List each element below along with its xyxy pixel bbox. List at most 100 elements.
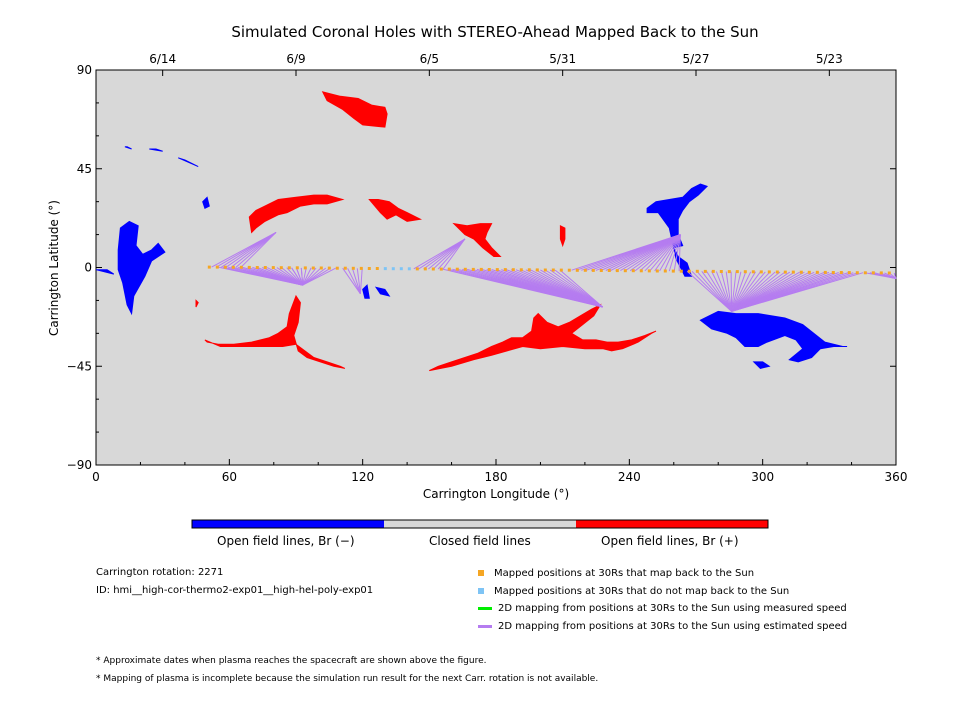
mapped-point-79: [839, 271, 843, 274]
mapped-point-40: [527, 268, 531, 272]
mapping-line-94: [678, 234, 681, 272]
mapping-line-110: [731, 271, 761, 312]
legend-label-estimated: 2D mapping from positions at 30Rs to the…: [498, 620, 848, 632]
mapped-point-28: [431, 267, 435, 271]
legend-item-estimated: 2D mapping from positions at 30Rs to the…: [478, 619, 847, 633]
mapping-line-28: [302, 267, 307, 286]
coronal-hole-negative-3: [124, 146, 132, 150]
colorbar-label-positive: Open field lines, Br (+): [601, 534, 739, 548]
x-tick-label-120: 120: [351, 470, 374, 484]
mapping-line-39: [359, 268, 363, 294]
mapping-line-93: [673, 234, 681, 272]
mapped-point-49: [599, 269, 603, 272]
mapped-point-45: [567, 268, 571, 272]
mapped-point-9: [279, 266, 283, 270]
coronal-hole-negative-7: [374, 286, 391, 297]
x-tick-label-60: 60: [222, 470, 237, 484]
mapped-point-38: [511, 268, 515, 272]
mapped-point-12: [303, 266, 307, 270]
mapping-line-112: [731, 271, 771, 312]
mapped-point-76: [815, 270, 819, 274]
mapped-point-31: [455, 267, 459, 271]
mapping-line-34: [302, 267, 336, 286]
mapped-point-13: [311, 266, 315, 270]
mapped-point-53: [631, 269, 635, 273]
mapped-point-82: [863, 271, 867, 275]
mapped-point-21: [375, 267, 379, 270]
mapping-line-42: [423, 238, 466, 270]
mapping-line-88: [649, 234, 681, 272]
mapped-point-73: [791, 270, 795, 274]
mapped-point-59: [679, 269, 683, 273]
coronal-hole-negative-6: [362, 284, 370, 299]
mapped-point-not-mapped-23: [391, 267, 395, 271]
mapped-point-26: [415, 267, 419, 271]
mapped-point-74: [799, 270, 803, 274]
mapping-line-30: [302, 267, 317, 286]
mapping-line-103: [725, 271, 733, 312]
mapping-line-89: [654, 234, 681, 272]
mapped-point-43: [551, 268, 555, 272]
coronal-hole-positive-12: [248, 194, 345, 234]
mapped-point-44: [559, 268, 563, 272]
coronal-hole-positive-14: [452, 222, 502, 257]
legend-label-not-mapped: Mapped positions at 30Rs that do not map…: [494, 585, 790, 597]
mapping-line-101: [715, 271, 733, 312]
mapped-point-47: [583, 268, 587, 272]
coronal-hole-positive-18: [429, 303, 657, 372]
mapped-point-not-mapped-22: [383, 267, 387, 271]
mapped-point-27: [423, 267, 427, 271]
mapping-line-108: [731, 271, 752, 312]
mapped-point-81: [855, 271, 859, 275]
mapped-point-7: [263, 266, 267, 269]
top-date-label: 6/5: [420, 52, 439, 66]
x-axis-label: Carrington Longitude (°): [423, 487, 569, 501]
chart-title: Simulated Coronal Holes with STEREO-Ahea…: [231, 23, 758, 41]
top-date-label: 5/23: [816, 52, 843, 66]
mapping-lines-layer: [211, 231, 897, 312]
top-date-label: 6/9: [286, 52, 305, 66]
mapping-line-26: [295, 267, 304, 286]
mapping-line-91: [663, 234, 681, 272]
mapping-line-44: [432, 238, 466, 270]
colorbar-frame: [191, 519, 769, 529]
mapping-line-25: [291, 267, 304, 286]
mapping-line-71: [559, 269, 604, 308]
mapped-point-1: [215, 265, 219, 269]
mapped-point-33: [471, 267, 475, 271]
coronal-hole-negative-2: [202, 196, 210, 210]
mapped-points-layer: [207, 265, 891, 275]
mapped-point-15: [327, 266, 331, 270]
mapped-point-17: [343, 266, 347, 270]
mapping-line-113: [731, 271, 776, 312]
mapped-point-55: [647, 269, 651, 273]
coronal-hole-negative-10: [752, 361, 771, 369]
legend-swatch-mapped: [478, 570, 484, 576]
mapped-point-77: [823, 270, 827, 274]
mapped-point-3: [231, 265, 235, 269]
mapped-point-46: [575, 268, 579, 272]
colorbar-label-closed: Closed field lines: [429, 534, 531, 548]
y-tick-label-0: 0: [84, 261, 92, 275]
coronal-hole-negative-0: [117, 220, 166, 316]
mapping-line-70: [554, 269, 604, 308]
mapped-point-84: [879, 271, 883, 275]
mapping-line-27: [300, 267, 304, 286]
mapped-point-18: [351, 266, 355, 270]
legend-label-mapped: Mapped positions at 30Rs that map back t…: [494, 567, 755, 579]
y-tick-label--45: −45: [67, 359, 92, 373]
mapped-point-not-mapped-24: [399, 267, 403, 271]
mapped-point-50: [607, 269, 611, 272]
y-axis-label: Carrington Latitude (°): [47, 200, 61, 336]
footnote-dates: * Approximate dates when plasma reaches …: [96, 656, 487, 666]
top-date-label: 5/27: [683, 52, 710, 66]
mapped-point-83: [871, 271, 875, 275]
mapping-line-95: [686, 270, 732, 312]
mapped-point-52: [623, 269, 627, 273]
mapping-line-85: [634, 234, 681, 272]
mapping-line-100: [711, 271, 733, 312]
mapped-point-8: [271, 266, 275, 270]
colorbar-segment-1: [384, 520, 576, 528]
mapped-point-85: [887, 271, 891, 275]
mapped-point-66: [735, 270, 739, 274]
